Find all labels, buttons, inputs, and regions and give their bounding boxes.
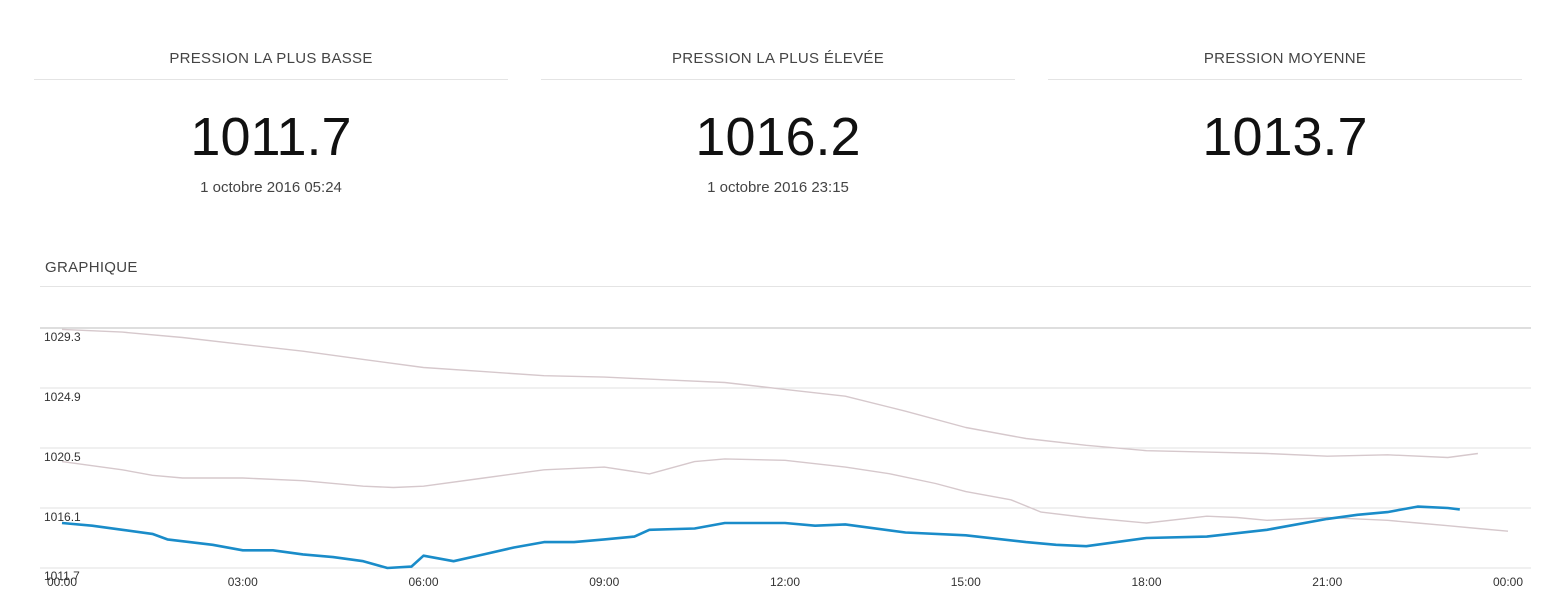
x-tick-label: 06:00: [408, 575, 438, 589]
stat-divider: [34, 79, 508, 80]
stat-date: 1 octobre 2016 05:24: [200, 179, 342, 196]
x-tick-label: 15:00: [951, 575, 981, 589]
chart-series: [61, 328, 1509, 570]
series-line-current: [61, 505, 1460, 570]
graph-section-title: GRAPHIQUE: [45, 259, 138, 276]
stat-title: PRESSION LA PLUS ÉLEVÉE: [672, 50, 884, 67]
x-tick-label: 00:00: [1493, 575, 1523, 589]
stat-divider: [1048, 79, 1522, 80]
y-tick-label: 1029.3: [44, 330, 81, 344]
stat-title: PRESSION LA PLUS BASSE: [169, 50, 373, 67]
x-tick-label: 09:00: [589, 575, 619, 589]
x-tick-label: 03:00: [228, 575, 258, 589]
stat-value: 1016.2: [695, 107, 861, 167]
y-tick-label: 1011.7: [44, 569, 80, 583]
y-tick-label: 1020.5: [44, 450, 81, 464]
x-tick-label: 00:00: [47, 575, 77, 589]
stat-title: PRESSION MOYENNE: [1203, 50, 1367, 67]
y-tick-label: 1016.1: [44, 510, 81, 524]
series-line-comparison-1: [61, 458, 1509, 532]
x-tick-label: 18:00: [1131, 575, 1161, 589]
stat-value: 1013.7: [1202, 107, 1368, 167]
chart-gridlines: [40, 327, 1531, 569]
x-tick-label: 21:00: [1312, 575, 1342, 589]
stat-date: 1 octobre 2016 23:15: [707, 179, 849, 196]
stat-value: 1011.7: [190, 107, 352, 167]
y-tick-label: 1024.9: [44, 390, 81, 404]
x-tick-label: 12:00: [770, 575, 800, 589]
graph-section-divider: [40, 286, 1531, 287]
series-line-comparison-2: [61, 328, 1478, 459]
stat-divider: [541, 79, 1015, 80]
